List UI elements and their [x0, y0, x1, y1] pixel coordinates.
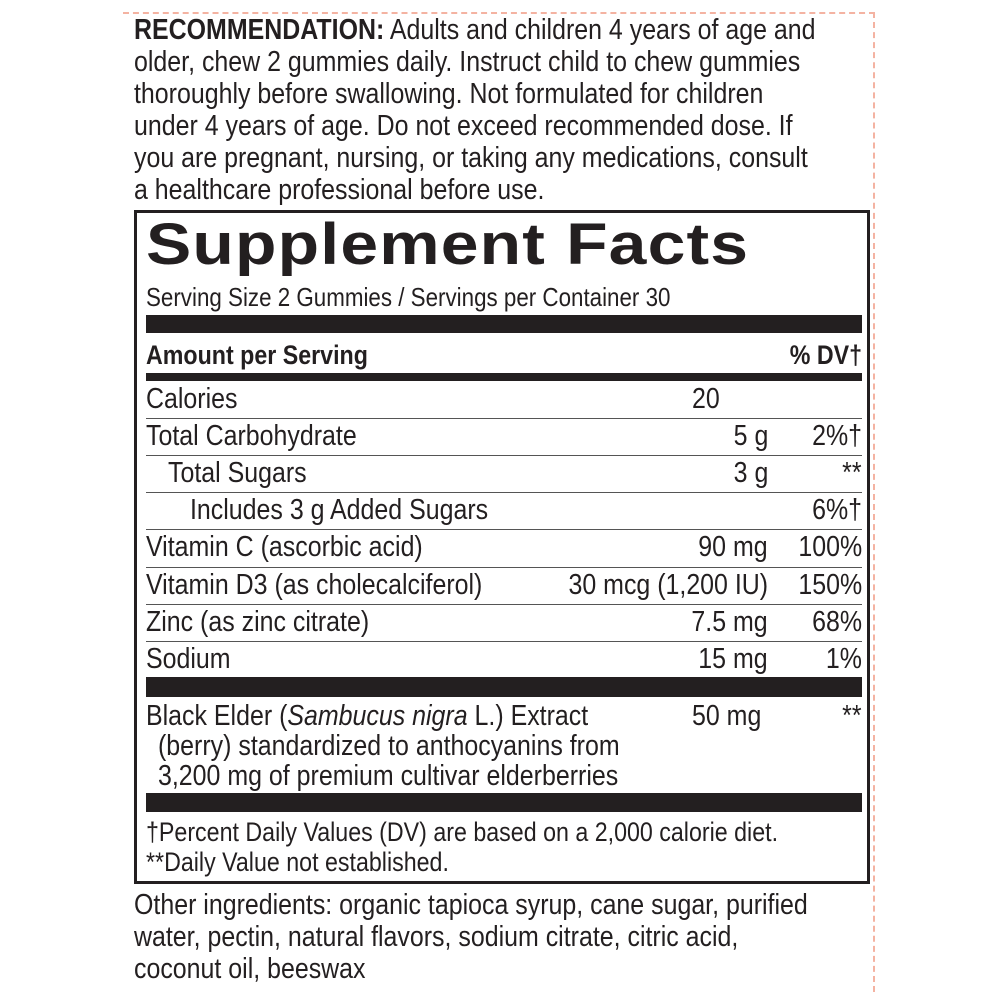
divider-thick [146, 793, 862, 812]
recommendation-line-4: under 4 years of age. Do not exceed reco… [134, 110, 793, 142]
nutrient-name: Sodium [146, 642, 231, 675]
elder-line-1: Black Elder (Sambucus nigra L.) Extract [146, 700, 588, 732]
row-divider [146, 492, 862, 494]
recommendation-label: RECOMMENDATION: [134, 14, 385, 46]
row-divider [146, 529, 862, 531]
nutrient-name: Total Carbohydrate [146, 420, 357, 453]
nutrient-dv: 150% [798, 568, 862, 601]
row-divider [146, 603, 862, 605]
nutrient-name: Vitamin D3 (as cholecalciferol) [146, 568, 483, 601]
divider-medium [146, 373, 862, 381]
row-divider [146, 566, 862, 568]
nutrient-amount: 90 mg [698, 531, 768, 564]
nutrient-dv: 2%† [812, 420, 862, 453]
nutrient-amount: 5 g [733, 420, 768, 453]
recommendation-line-2: older, chew 2 gummies daily. Instruct ch… [134, 46, 801, 78]
elder-dv: ** [842, 700, 862, 732]
footnote-dv: †Percent Daily Values (DV) are based on … [146, 817, 779, 847]
elder-name: Black Elder ( [146, 700, 288, 732]
recommendation-text: Adults and children 4 years of age and [384, 14, 816, 46]
nutrient-name: Vitamin C (ascorbic acid) [146, 531, 423, 564]
recommendation-line-3: thoroughly before swallowing. Not formul… [134, 78, 764, 110]
footnote-not-established: **Daily Value not established. [146, 847, 449, 877]
other-ingredients-line-1: Other ingredients: organic tapioca syrup… [134, 889, 808, 921]
elder-extract: L.) Extract [467, 700, 589, 732]
facts-box [134, 210, 870, 884]
divider-thick [146, 315, 862, 333]
nutrient-dv: 100% [798, 531, 862, 564]
row-divider [146, 640, 862, 642]
facts-title: Supplement Facts [146, 212, 750, 277]
other-ingredients-line-3: coconut oil, beeswax [134, 953, 366, 985]
recommendation-line-6: a healthcare professional before use. [134, 174, 545, 206]
row-divider [146, 418, 862, 420]
elder-amount: 50 mg [692, 700, 762, 732]
elder-line-2: (berry) standardized to anthocyanins fro… [158, 730, 620, 762]
trim-line-right [873, 12, 875, 992]
dv-header: % DV† [789, 340, 862, 370]
nutrient-dv: 1% [825, 642, 862, 675]
nutrient-dv: 6%† [812, 494, 862, 527]
nutrient-name: Includes 3 g Added Sugars [190, 494, 489, 527]
nutrient-name: Calories [146, 383, 238, 415]
nutrient-name: Zinc (as zinc citrate) [146, 605, 370, 638]
divider-thick [146, 677, 862, 697]
recommendation-line-5: you are pregnant, nursing, or taking any… [134, 142, 808, 174]
nutrient-dv: 68% [812, 605, 862, 638]
elder-latin: Sambucus nigra [287, 700, 468, 732]
elder-line-3: 3,200 mg of premium cultivar elderberrie… [158, 760, 619, 792]
trim-line-top [123, 12, 875, 14]
serving-info: Serving Size 2 Gummies / Servings per Co… [146, 282, 671, 312]
nutrient-amount: 20 [692, 383, 720, 415]
other-ingredients-line-2: water, pectin, natural flavors, sodium c… [134, 921, 739, 953]
amount-header: Amount per Serving [146, 340, 368, 370]
nutrient-name: Total Sugars [168, 457, 307, 490]
nutrient-amount: 7.5 mg [691, 605, 768, 638]
recommendation-line-1: RECOMMENDATION: Adults and children 4 ye… [134, 14, 816, 46]
nutrient-amount: 15 mg [698, 642, 768, 675]
nutrient-dv: ** [842, 457, 862, 490]
nutrient-amount: 3 g [733, 457, 768, 490]
row-divider [146, 455, 862, 457]
nutrient-amount: 30 mcg (1,200 IU) [568, 568, 768, 601]
